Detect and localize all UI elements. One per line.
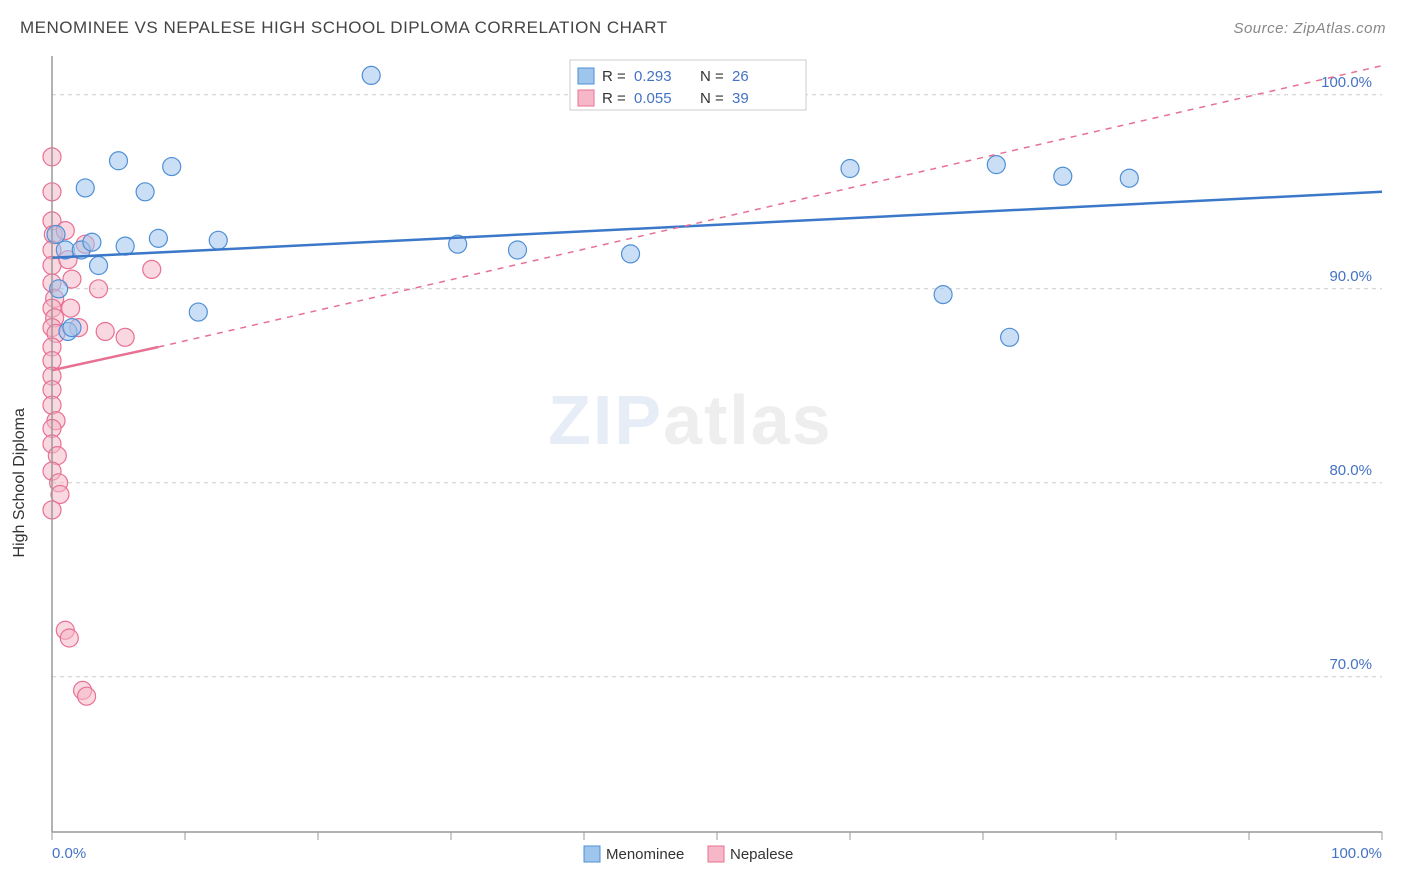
nepalese-point (62, 299, 80, 317)
source-label: Source: ZipAtlas.com (1233, 20, 1386, 37)
menominee-point (509, 241, 527, 259)
y-axis-title: High School Diploma (11, 408, 28, 558)
menominee-point (987, 156, 1005, 174)
chart-container: 70.0% 80.0% 90.0% 100.0% ZIPatlas 0.0% 100.0% H… (0, 46, 1406, 892)
stat-r-value: 0.293 (634, 68, 672, 85)
stat-n-label: N = (700, 90, 724, 107)
x-tick-label: 0.0% (52, 845, 86, 862)
stat-r-value: 0.055 (634, 90, 672, 107)
nepalese-swatch (578, 90, 594, 106)
menominee-point (841, 160, 859, 178)
menominee-point (149, 229, 167, 247)
stat-r-label: R = (602, 90, 626, 107)
stat-r-label: R = (602, 68, 626, 85)
menominee-point (209, 231, 227, 249)
nepalese-point (116, 328, 134, 346)
nepalese-legend-label: Nepalese (730, 846, 793, 863)
menominee-point (116, 237, 134, 255)
nepalese-point (96, 322, 114, 340)
nepalese-point (90, 280, 108, 298)
menominee-point (76, 179, 94, 197)
menominee-point (1001, 328, 1019, 346)
y-tick-label: 90.0% (1329, 268, 1372, 285)
menominee-point (163, 158, 181, 176)
menominee-point (47, 225, 65, 243)
y-tick-label: 70.0% (1329, 656, 1372, 673)
y-tick-label: 80.0% (1329, 462, 1372, 479)
stat-n-label: N = (700, 68, 724, 85)
menominee-point (362, 66, 380, 84)
menominee-point (83, 233, 101, 251)
watermark: ZIPatlas (548, 381, 832, 459)
menominee-trend (52, 192, 1382, 258)
nepalese-point (143, 260, 161, 278)
menominee-point (1120, 169, 1138, 187)
chart-title: MENOMINEE VS NEPALESE HIGH SCHOOL DIPLOM… (20, 18, 668, 38)
menominee-legend-swatch (584, 846, 600, 862)
menominee-swatch (578, 68, 594, 84)
scatter-chart: 70.0% 80.0% 90.0% 100.0% ZIPatlas 0.0% 100.0% H… (0, 46, 1406, 892)
menominee-legend-label: Menominee (606, 846, 684, 863)
menominee-point (934, 286, 952, 304)
menominee-point (1054, 167, 1072, 185)
menominee-point (110, 152, 128, 170)
menominee-point (189, 303, 207, 321)
y-tick-label: 100.0% (1321, 74, 1372, 91)
nepalese-point (60, 629, 78, 647)
nepalese-point (78, 687, 96, 705)
stat-n-value: 39 (732, 90, 749, 107)
nepalese-trend-solid (52, 347, 158, 370)
menominee-point (90, 257, 108, 275)
menominee-point (622, 245, 640, 263)
nepalese-legend-swatch (708, 846, 724, 862)
menominee-point (63, 319, 81, 337)
stat-n-value: 26 (732, 68, 749, 85)
x-tick-label: 100.0% (1331, 845, 1382, 862)
menominee-point (136, 183, 154, 201)
